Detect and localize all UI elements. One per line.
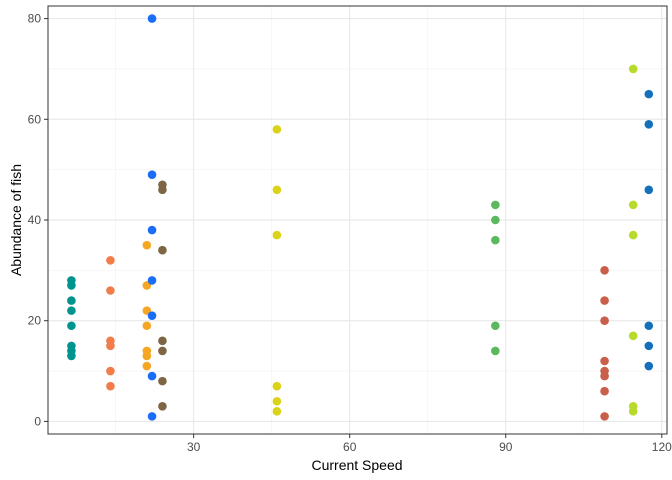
- data-point: [600, 266, 609, 275]
- data-point: [491, 235, 500, 245]
- data-point: [628, 407, 638, 416]
- data-point: [158, 402, 167, 411]
- x-tick-label: 90: [499, 440, 513, 454]
- x-tick-label: 30: [187, 440, 201, 454]
- data-point: [147, 14, 157, 23]
- data-point: [644, 120, 654, 129]
- data-point: [67, 281, 76, 290]
- data-point: [628, 64, 638, 74]
- data-point: [158, 336, 167, 346]
- data-point: [644, 321, 654, 331]
- data-point: [142, 351, 152, 361]
- data-point: [67, 296, 76, 305]
- data-point: [158, 376, 167, 386]
- data-point: [106, 286, 115, 295]
- data-point: [491, 346, 500, 356]
- data-point: [67, 306, 76, 315]
- data-point: [600, 296, 609, 305]
- data-point: [106, 366, 115, 376]
- data-point: [600, 386, 609, 396]
- data-point: [491, 200, 500, 210]
- data-point: [106, 341, 115, 351]
- data-point: [628, 200, 638, 210]
- data-point: [600, 371, 609, 381]
- data-point: [147, 412, 157, 421]
- data-point: [158, 185, 167, 195]
- data-point: [147, 276, 157, 285]
- data-point: [147, 225, 157, 235]
- data-point: [67, 321, 76, 331]
- data-point: [644, 185, 654, 195]
- data-point: [628, 230, 638, 240]
- data-point: [106, 255, 115, 265]
- data-point: [272, 125, 282, 134]
- data-point: [142, 321, 152, 331]
- x-tick-label: 120: [652, 440, 672, 454]
- data-point: [644, 89, 654, 99]
- data-point: [67, 351, 76, 361]
- y-tick-label: 20: [28, 314, 42, 328]
- data-point: [491, 321, 500, 331]
- data-point: [147, 371, 157, 381]
- data-point: [628, 331, 638, 341]
- data-point: [147, 170, 157, 179]
- y-tick-label: 0: [34, 414, 41, 428]
- data-point: [600, 412, 609, 421]
- data-point: [600, 316, 609, 326]
- data-point: [272, 396, 282, 406]
- data-points: [67, 14, 654, 421]
- data-point: [158, 346, 167, 356]
- y-tick-label: 80: [28, 12, 42, 26]
- data-point: [158, 245, 167, 255]
- data-point: [142, 240, 152, 250]
- data-point: [600, 356, 609, 366]
- data-point: [644, 361, 654, 371]
- data-point: [147, 311, 157, 320]
- data-point: [644, 341, 654, 351]
- data-point: [491, 215, 500, 225]
- x-axis-ticks: 30 60 90 120: [187, 434, 672, 454]
- y-axis-ticks: 0 20 40 60 80: [28, 12, 48, 428]
- x-tick-label: 60: [343, 440, 357, 454]
- y-tick-label: 40: [28, 213, 42, 227]
- x-axis-title: Current Speed: [311, 457, 402, 473]
- data-point: [272, 230, 282, 240]
- major-gridlines: [48, 6, 667, 434]
- data-point: [272, 381, 282, 391]
- data-point: [272, 407, 282, 416]
- data-point: [142, 361, 152, 371]
- y-axis-title: Abundance of fish: [8, 164, 24, 276]
- y-tick-label: 60: [28, 112, 42, 126]
- data-point: [272, 185, 282, 195]
- data-point: [106, 381, 115, 391]
